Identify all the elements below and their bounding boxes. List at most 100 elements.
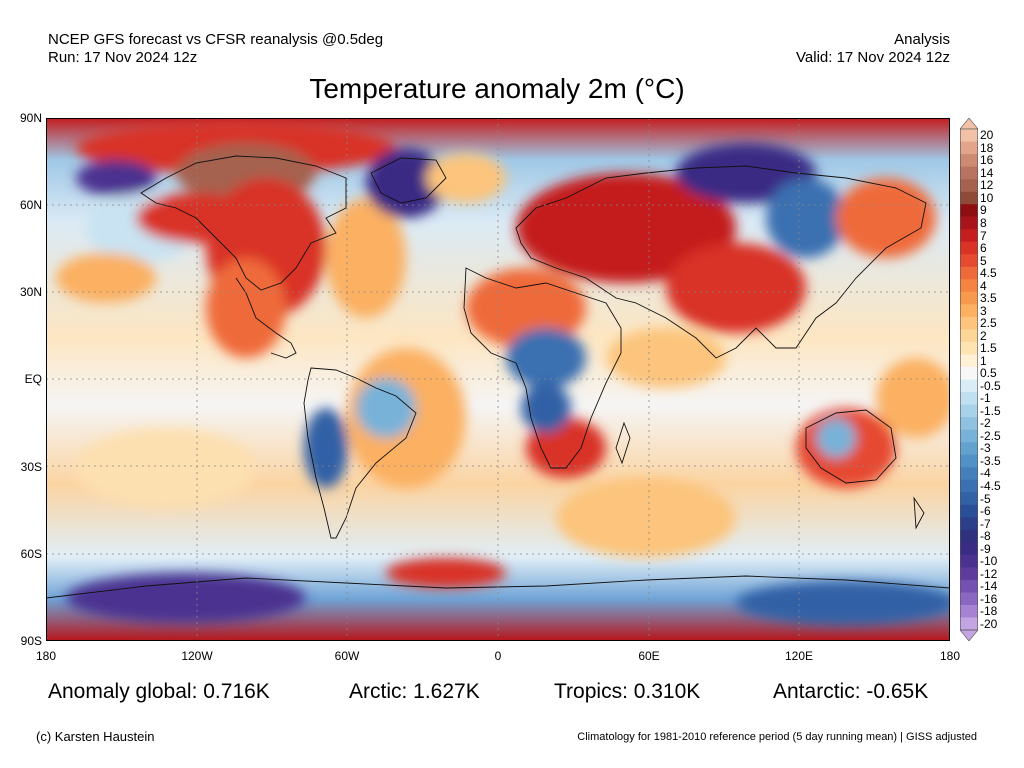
colorbar-tick-label: 3.5	[980, 291, 997, 306]
colorbar-tick-label: -7	[980, 516, 991, 531]
colorbar-swatch	[960, 504, 978, 518]
colorbar-tick-label: -4	[980, 466, 991, 481]
stat-tropics: Tropics: 0.310K	[554, 680, 701, 703]
colorbar-tick-label: 16	[980, 153, 994, 168]
valid-time: Valid: 17 Nov 2024 12z	[796, 49, 950, 66]
header-left: NCEP GFS forecast vs CFSR reanalysis @0.…	[48, 31, 383, 67]
anomaly-blobs	[56, 122, 950, 625]
anomaly-map	[46, 118, 950, 641]
stat-antarctic: Antarctic: -0.65K	[773, 680, 929, 703]
colorbar-tick-label: -8	[980, 529, 991, 544]
colorbar-tick-label: 1	[980, 353, 987, 368]
colorbar-tick-label: -10	[980, 554, 998, 569]
colorbar-swatch	[960, 329, 978, 343]
colorbar-swatch	[960, 254, 978, 268]
colorbar-tick-label: 12	[980, 178, 994, 193]
colorbar-tick-label: -20	[980, 616, 998, 631]
colorbar-tick-label: 6	[980, 241, 987, 255]
lat-label-60s: 60S	[20, 547, 42, 561]
coastlines	[46, 155, 950, 599]
colorbar-tick-label: 2.5	[980, 316, 997, 331]
colorbar-tick-label: -3.5	[980, 453, 1001, 468]
header-right: Analysis Valid: 17 Nov 2024 12z	[796, 31, 950, 67]
colorbar-bottom-arrow	[960, 629, 978, 641]
colorbar-tick-label: 14	[980, 165, 994, 180]
colorbar-swatch	[960, 404, 978, 418]
lon-label-180w: 180	[35, 649, 57, 663]
colorbar-tick-label: -2	[980, 416, 991, 431]
colorbar-swatch	[960, 467, 978, 481]
colorbar-swatch	[960, 379, 978, 393]
map-title: Temperature anomaly 2m (°C)	[309, 73, 685, 104]
colorbar-swatch	[960, 229, 978, 243]
colorbar-tick-label: -12	[980, 566, 998, 581]
colorbar-swatch	[960, 617, 978, 631]
colorbar-swatch	[960, 291, 978, 305]
colorbar-tick-label: -1.5	[980, 403, 1001, 418]
colorbar-tick-label: -6	[980, 504, 991, 518]
colorbar-swatch	[960, 554, 978, 568]
colorbar-tick-label: 5	[980, 253, 987, 268]
colorbar-tick-label: 8	[980, 215, 987, 230]
colorbar-tick-label: 2	[980, 328, 987, 343]
colorbar-swatch	[960, 166, 978, 180]
colorbar-swatch	[960, 141, 978, 155]
colorbar-swatch	[960, 241, 978, 255]
colorbar-swatch	[960, 429, 978, 443]
colorbar-swatch	[960, 129, 978, 142]
colorbar-top-arrow	[960, 118, 978, 130]
colorbar-swatch	[960, 479, 978, 493]
lon-label-180e: 180	[939, 649, 961, 663]
colorbar-frame	[960, 128, 978, 631]
colorbar-swatch	[960, 542, 978, 556]
map-frame	[46, 118, 950, 641]
colorbar-tick-label: -14	[980, 579, 998, 594]
graticule	[46, 118, 950, 641]
lat-label-90s: 90S	[20, 634, 42, 648]
colorbar-swatch	[960, 354, 978, 368]
colorbar-tick-label: 4.5	[980, 266, 997, 280]
colorbar-swatch	[960, 454, 978, 468]
colorbar-swatch	[960, 579, 978, 593]
colorbar-tick-label: 9	[980, 203, 987, 218]
colorbar-tick-label: -0.5	[980, 378, 1001, 393]
colorbar-tick-label: -2.5	[980, 428, 1001, 443]
colorbar-swatch	[960, 279, 978, 293]
colorbar-swatch	[960, 204, 978, 217]
colorbar-swatch	[960, 417, 978, 430]
colorbar-tick-label: -3	[980, 441, 991, 456]
lon-label-60e: 60E	[638, 649, 660, 663]
colorbar-swatch	[960, 442, 978, 455]
colorbar-swatch	[960, 154, 978, 167]
stat-global: Anomaly global: 0.716K	[48, 680, 270, 703]
colorbar-tick-label: 0.5	[980, 366, 997, 381]
colorbar-tick-label: 3	[980, 303, 987, 318]
colorbar-tick-label: -5	[980, 491, 991, 506]
model-description: NCEP GFS forecast vs CFSR reanalysis @0.…	[48, 31, 384, 48]
colorbar	[960, 118, 978, 641]
colorbar-swatch	[960, 366, 978, 380]
lon-label-0: 0	[494, 649, 502, 663]
lon-label-120w: 120W	[181, 649, 213, 663]
colorbar-tick-label: 1.5	[980, 341, 997, 356]
colorbar-swatch	[960, 604, 978, 618]
lat-label-eq: EQ	[24, 372, 42, 386]
run-time: Run: 17 Nov 2024 12z	[48, 49, 198, 66]
lon-label-60w: 60W	[334, 649, 360, 663]
analysis-label: Analysis	[894, 31, 950, 48]
colorbar-swatch	[960, 341, 978, 355]
colorbar-tick-label: 7	[980, 228, 987, 243]
colorbar-swatch	[960, 392, 978, 405]
colorbar-tick-label: -16	[980, 591, 998, 606]
anomaly-map-svg	[46, 118, 950, 641]
lat-label-90n: 90N	[19, 111, 42, 125]
colorbar-tick-label: 18	[980, 140, 994, 155]
colorbar-tick-label: -18	[980, 604, 998, 619]
lat-label-30n: 30N	[19, 285, 42, 299]
colorbar-swatch	[960, 266, 978, 280]
colorbar-swatch	[960, 592, 978, 606]
lon-label-120e: 120E	[784, 649, 814, 663]
colorbar-swatch	[960, 216, 978, 230]
colorbar-swatch	[960, 517, 978, 531]
colorbar-swatch	[960, 529, 978, 543]
